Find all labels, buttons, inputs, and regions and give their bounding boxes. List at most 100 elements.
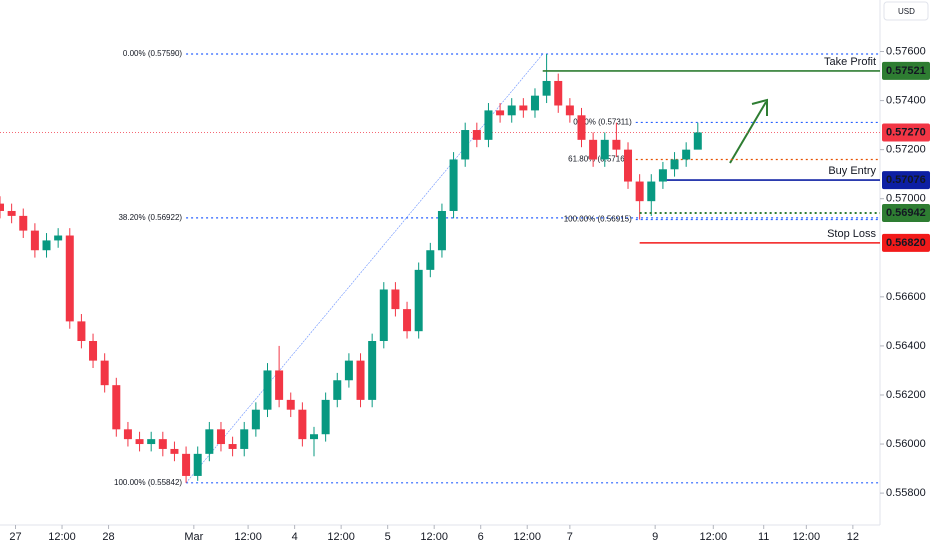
candle-body — [496, 110, 505, 116]
x-tick-label: 6 — [478, 531, 484, 543]
x-tick-label: 28 — [102, 531, 114, 543]
candle-body — [565, 105, 574, 116]
candle-body — [89, 341, 98, 361]
x-tick-label: 12:00 — [513, 531, 541, 543]
candle-body — [65, 235, 74, 322]
candle-body — [379, 289, 388, 342]
x-tick-label: 9 — [652, 531, 658, 543]
candle-body — [135, 439, 144, 445]
x-tick-label: 4 — [292, 531, 298, 543]
candle-body — [321, 399, 330, 435]
candle-body — [530, 95, 539, 111]
candle-body — [240, 429, 249, 449]
y-tick-label: 0.56400 — [886, 340, 926, 352]
fib-label: 0.00% (0.57311) — [573, 118, 632, 127]
candle-body — [216, 429, 225, 445]
price-box-label: 0.57076 — [886, 174, 926, 186]
x-tick-label: 12:00 — [48, 531, 76, 543]
candle-body — [612, 139, 621, 150]
candle-body — [635, 181, 644, 202]
trade-level-name: Take Profit — [824, 56, 876, 68]
candle-body — [123, 429, 132, 440]
x-tick-label: 27 — [9, 531, 21, 543]
candle-body — [589, 139, 598, 160]
candle-body — [19, 215, 28, 231]
candle-body — [298, 409, 307, 440]
candle-body — [263, 370, 272, 410]
candle-body — [426, 250, 435, 270]
candle-body — [205, 429, 214, 454]
candle-body — [0, 203, 4, 211]
x-tick-label: Mar — [184, 531, 203, 543]
price-box — [882, 233, 930, 252]
y-tick-label: 0.57000 — [886, 193, 926, 205]
price-box-label: 0.56942 — [886, 207, 926, 219]
trade-level-name: Buy Entry — [828, 165, 876, 177]
currency: USD — [898, 7, 915, 16]
candle-body — [286, 399, 295, 410]
candle-body — [647, 181, 656, 202]
x-tick-label: 12:00 — [700, 531, 728, 543]
candle-body — [472, 130, 481, 140]
y-tick-label: 0.55800 — [886, 487, 926, 499]
x-tick-label: 12:00 — [234, 531, 262, 543]
candle-body — [310, 434, 319, 440]
candle-body — [670, 159, 679, 170]
price-box — [882, 61, 930, 80]
price-box-label: 0.56820 — [886, 237, 926, 249]
price-box-label: 0.57521 — [886, 65, 926, 77]
candle-body — [519, 105, 528, 111]
y-tick-label: 0.56200 — [886, 389, 926, 401]
trade-level-name: Stop Loss — [827, 228, 876, 240]
candle-body — [437, 210, 446, 251]
x-tick-label: 12 — [847, 531, 859, 543]
y-tick-label: 0.57400 — [886, 94, 926, 106]
fib-label: 100.00% (0.56915) — [564, 215, 632, 224]
candle-body — [147, 439, 156, 445]
candle-body — [507, 105, 516, 116]
candle-body — [170, 448, 179, 454]
candle-body — [77, 321, 86, 342]
candle-body — [484, 110, 493, 140]
candle-body — [344, 360, 353, 381]
candle-body — [542, 80, 551, 96]
candle-body — [403, 309, 412, 332]
last-price-box — [882, 123, 930, 142]
candle-body — [356, 360, 365, 400]
candle-body — [414, 269, 423, 332]
candle-body — [461, 130, 470, 160]
candle-body — [368, 341, 377, 400]
candle-body — [42, 240, 51, 251]
x-tick-label: 12:00 — [327, 531, 355, 543]
candle-body — [658, 169, 667, 182]
candle-body — [30, 230, 39, 251]
candle-body — [577, 115, 586, 140]
candle-body — [7, 210, 16, 216]
x-tick-label: 12:00 — [793, 531, 821, 543]
fib-label: 0.00% (0.57590) — [123, 49, 182, 58]
candle-body — [449, 159, 458, 211]
last-price-label: 0.57270 — [886, 126, 926, 138]
candle-body — [333, 380, 342, 400]
candle-body — [112, 385, 121, 430]
y-tick-label: 0.57600 — [886, 45, 926, 57]
fib-label: 61.80% (0.57160) — [568, 155, 632, 164]
currency-box[interactable] — [883, 1, 929, 21]
candle-body — [251, 409, 260, 430]
price-box — [882, 203, 930, 222]
candle-body — [554, 80, 563, 106]
candle-body — [158, 439, 167, 449]
fib-label: 38.20% (0.56922) — [118, 213, 182, 222]
candle-body — [100, 360, 109, 386]
fib-label: 100.00% (0.55842) — [114, 478, 182, 487]
y-tick-label: 0.56000 — [886, 438, 926, 450]
x-tick-label: 7 — [567, 531, 573, 543]
candle-body — [600, 139, 609, 160]
candle-body — [54, 235, 63, 241]
candle-body — [391, 289, 400, 310]
candle-body — [624, 149, 633, 182]
y-tick-label: 0.56600 — [886, 291, 926, 303]
candle-body — [275, 370, 284, 400]
